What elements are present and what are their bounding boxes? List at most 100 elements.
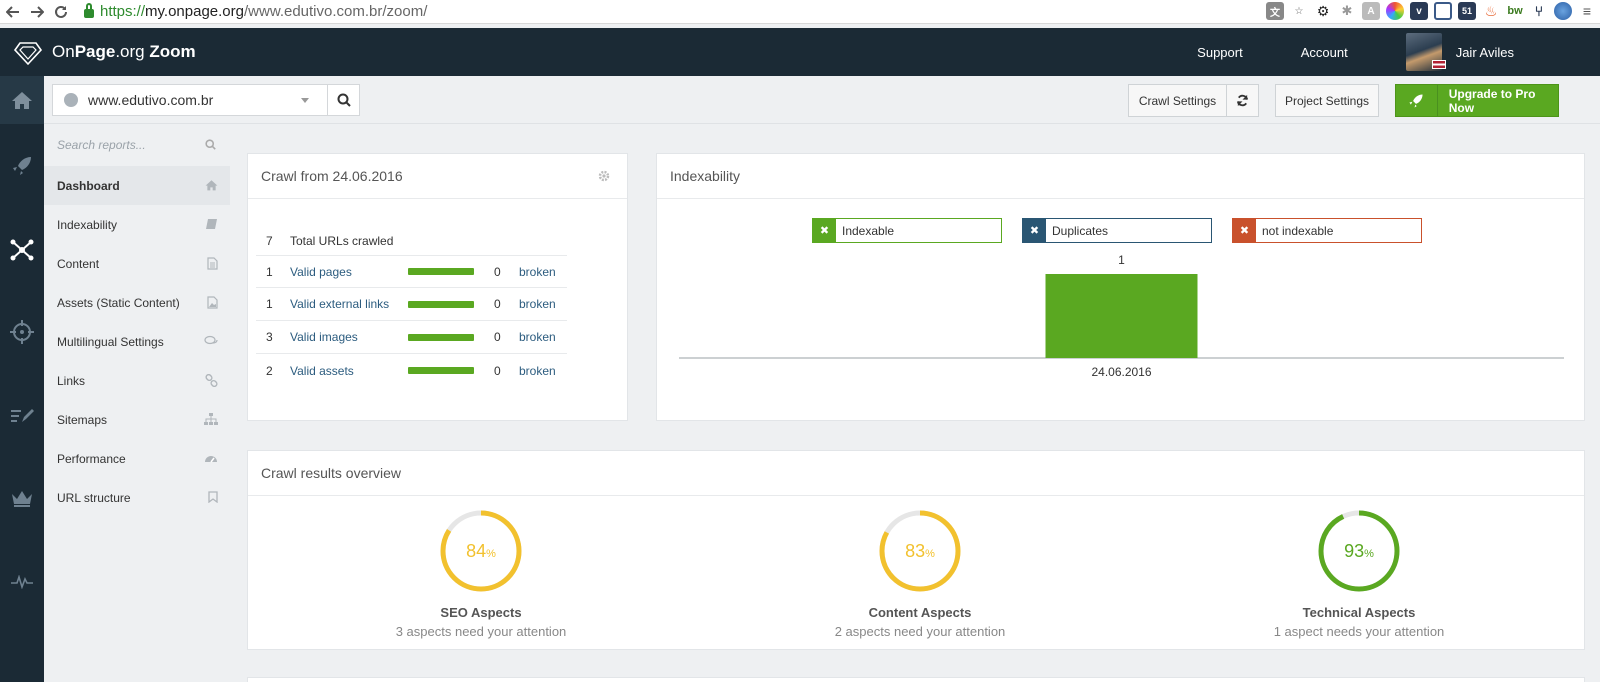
aspect-label[interactable]: Content Aspects (868, 605, 972, 620)
pulse-icon[interactable] (0, 562, 44, 602)
sidebar-item-label: Content (57, 256, 100, 271)
crawl-row-link[interactable]: Valid pages (290, 264, 352, 279)
search-reports-placeholder: Search reports... (57, 138, 146, 152)
sidebar-item-multilingual[interactable]: Multilingual Settings (44, 322, 230, 361)
crawl-row-broken-count: 0 (494, 264, 501, 279)
bw-icon[interactable]: bw (1507, 5, 1523, 17)
speedometer-icon (205, 456, 217, 463)
back-arrow-icon[interactable] (2, 1, 24, 23)
crosshair-icon[interactable] (0, 312, 44, 352)
crawl-row-broken-count: 0 (494, 297, 501, 311)
bug-icon[interactable]: ✱ (1341, 3, 1353, 18)
crawl-settings-button[interactable]: Crawl Settings (1128, 84, 1227, 117)
sidebar-item-links[interactable]: Links (44, 361, 230, 400)
sidebar-item-dashboard[interactable]: Dashboard (44, 166, 230, 205)
reload-icon[interactable] (50, 1, 72, 23)
ring-progress (440, 510, 522, 592)
aspect-score-ring[interactable]: 84% (436, 506, 526, 596)
bar-data-label: 1 (1118, 253, 1125, 267)
crawl-results-overview-panel: Crawl results overview 84% SEO Aspects 3 a… (247, 450, 1585, 650)
aspect-label[interactable]: SEO Aspects (440, 605, 522, 620)
app-logo-text[interactable]: OnPage.org Zoom (52, 42, 196, 62)
vimeo-icon[interactable]: v (1410, 2, 1428, 20)
home-icon (205, 180, 218, 191)
lock-icon (84, 3, 94, 18)
ring-progress (879, 510, 961, 592)
refresh-button[interactable] (1226, 84, 1259, 117)
legend-item[interactable]: ✖ Indexable (812, 218, 1002, 243)
sidebar-item-url-structure[interactable]: URL structure (44, 478, 230, 517)
edit-list-icon[interactable] (0, 396, 44, 436)
sidebar-item-indexability[interactable]: Indexability (44, 205, 230, 244)
font-icon[interactable]: A (1362, 2, 1380, 20)
forward-arrow-icon[interactable] (26, 1, 48, 23)
crawl-row: 2 Valid assets 0 broken (256, 354, 567, 387)
crawl-row-link[interactable]: Valid assets (290, 363, 354, 378)
sidebar-item-label: Dashboard (57, 178, 120, 193)
sidebar-item-assets[interactable]: Assets (Static Content) (44, 283, 230, 322)
crawl-row-count: 1 (266, 264, 273, 279)
total-count: 7 (266, 234, 273, 248)
account-link[interactable]: Account (1300, 44, 1348, 60)
crown-icon[interactable] (0, 478, 44, 518)
sidebar-item-content[interactable]: Content (44, 244, 230, 283)
search-reports-input[interactable]: Search reports... (44, 124, 230, 166)
crawl-row-progress-bar (408, 367, 474, 374)
gear-icon[interactable] (597, 169, 611, 183)
user-name[interactable]: Jair Aviles (1455, 44, 1514, 60)
home-icon[interactable] (0, 76, 44, 124)
crawl-row: 1 Valid external links 0 broken (256, 288, 567, 321)
crawl-row-count: 1 (266, 297, 273, 311)
crawl-row-broken-link[interactable]: broken (519, 363, 556, 378)
gear-icon[interactable]: ⚙ (1316, 2, 1330, 19)
toolbar: www.edutivo.com.br Crawl Settings Projec… (44, 76, 1600, 124)
translate-icon[interactable]: 文 (1266, 2, 1284, 20)
crawl-row-link[interactable]: Valid external links (290, 297, 390, 311)
book-icon (206, 219, 217, 229)
url-path: /www.edutivo.com.br/zoom/ (243, 3, 428, 20)
avatar[interactable] (1405, 33, 1446, 71)
fork-icon[interactable]: ⑂ (1534, 3, 1544, 19)
refresh-icon (1236, 94, 1249, 107)
address-bar[interactable]: https://my.onpage.org/www.edutivo.com.br… (84, 2, 427, 22)
sidebar-item-label: Links (57, 373, 86, 388)
legend-item[interactable]: ✖ Duplicates (1022, 218, 1212, 243)
crawl-summary-panel: Crawl from 24.06.2016 7 Total URLs crawl… (247, 153, 628, 421)
indexability-bar-chart: 1 24.06.2016 (679, 253, 1564, 379)
domain-select[interactable]: www.edutivo.com.br (52, 84, 328, 116)
total-label: Total URLs crawled (290, 234, 394, 248)
overview-panel-header: Crawl results overview (248, 451, 1584, 496)
menu-icon[interactable]: ≡ (1582, 3, 1592, 19)
url-host: my.onpage.org (145, 3, 244, 20)
upgrade-button[interactable]: Upgrade to Pro Now (1395, 84, 1559, 117)
globe-icon (64, 93, 78, 107)
legend-item[interactable]: ✖ not indexable (1232, 218, 1422, 243)
aspect-score-ring[interactable]: 93% (1314, 506, 1404, 596)
rocket-icon[interactable] (0, 146, 44, 186)
support-link[interactable]: Support (1197, 44, 1243, 60)
aspect-label[interactable]: Technical Aspects (1302, 605, 1416, 620)
star-icon[interactable]: ☆ (1294, 5, 1304, 17)
crawl-panel-header: Crawl from 24.06.2016 (248, 154, 627, 199)
sidebar-item-sitemaps[interactable]: Sitemaps (44, 400, 230, 439)
network-nodes-icon[interactable] (0, 230, 44, 270)
legend-label: Duplicates (1052, 223, 1109, 238)
score-unit: % (486, 548, 496, 560)
crawl-row-broken-link[interactable]: broken (519, 330, 556, 344)
crawl-row-broken-link[interactable]: broken (519, 264, 556, 279)
counter-51-icon[interactable]: 51 (1458, 2, 1476, 20)
aspect-score-ring[interactable]: 83% (875, 506, 965, 596)
globe-ext-icon[interactable] (1554, 2, 1572, 20)
crawl-row-link[interactable]: Valid images (290, 330, 358, 344)
crawl-row-count: 3 (266, 330, 273, 344)
crawl-row-broken-link[interactable]: broken (519, 297, 556, 311)
sidebar-item-performance[interactable]: Performance (44, 439, 230, 478)
diamond-logo-icon[interactable] (14, 38, 42, 66)
indexability-panel-title: Indexability (670, 168, 741, 184)
project-settings-button[interactable]: Project Settings (1275, 84, 1379, 117)
bar[interactable] (1045, 274, 1198, 358)
screen-capture-icon[interactable] (1434, 2, 1452, 20)
search-button[interactable] (327, 84, 360, 116)
fire-icon[interactable]: ♨ (1484, 2, 1498, 19)
color-wheel-icon[interactable] (1386, 2, 1404, 20)
